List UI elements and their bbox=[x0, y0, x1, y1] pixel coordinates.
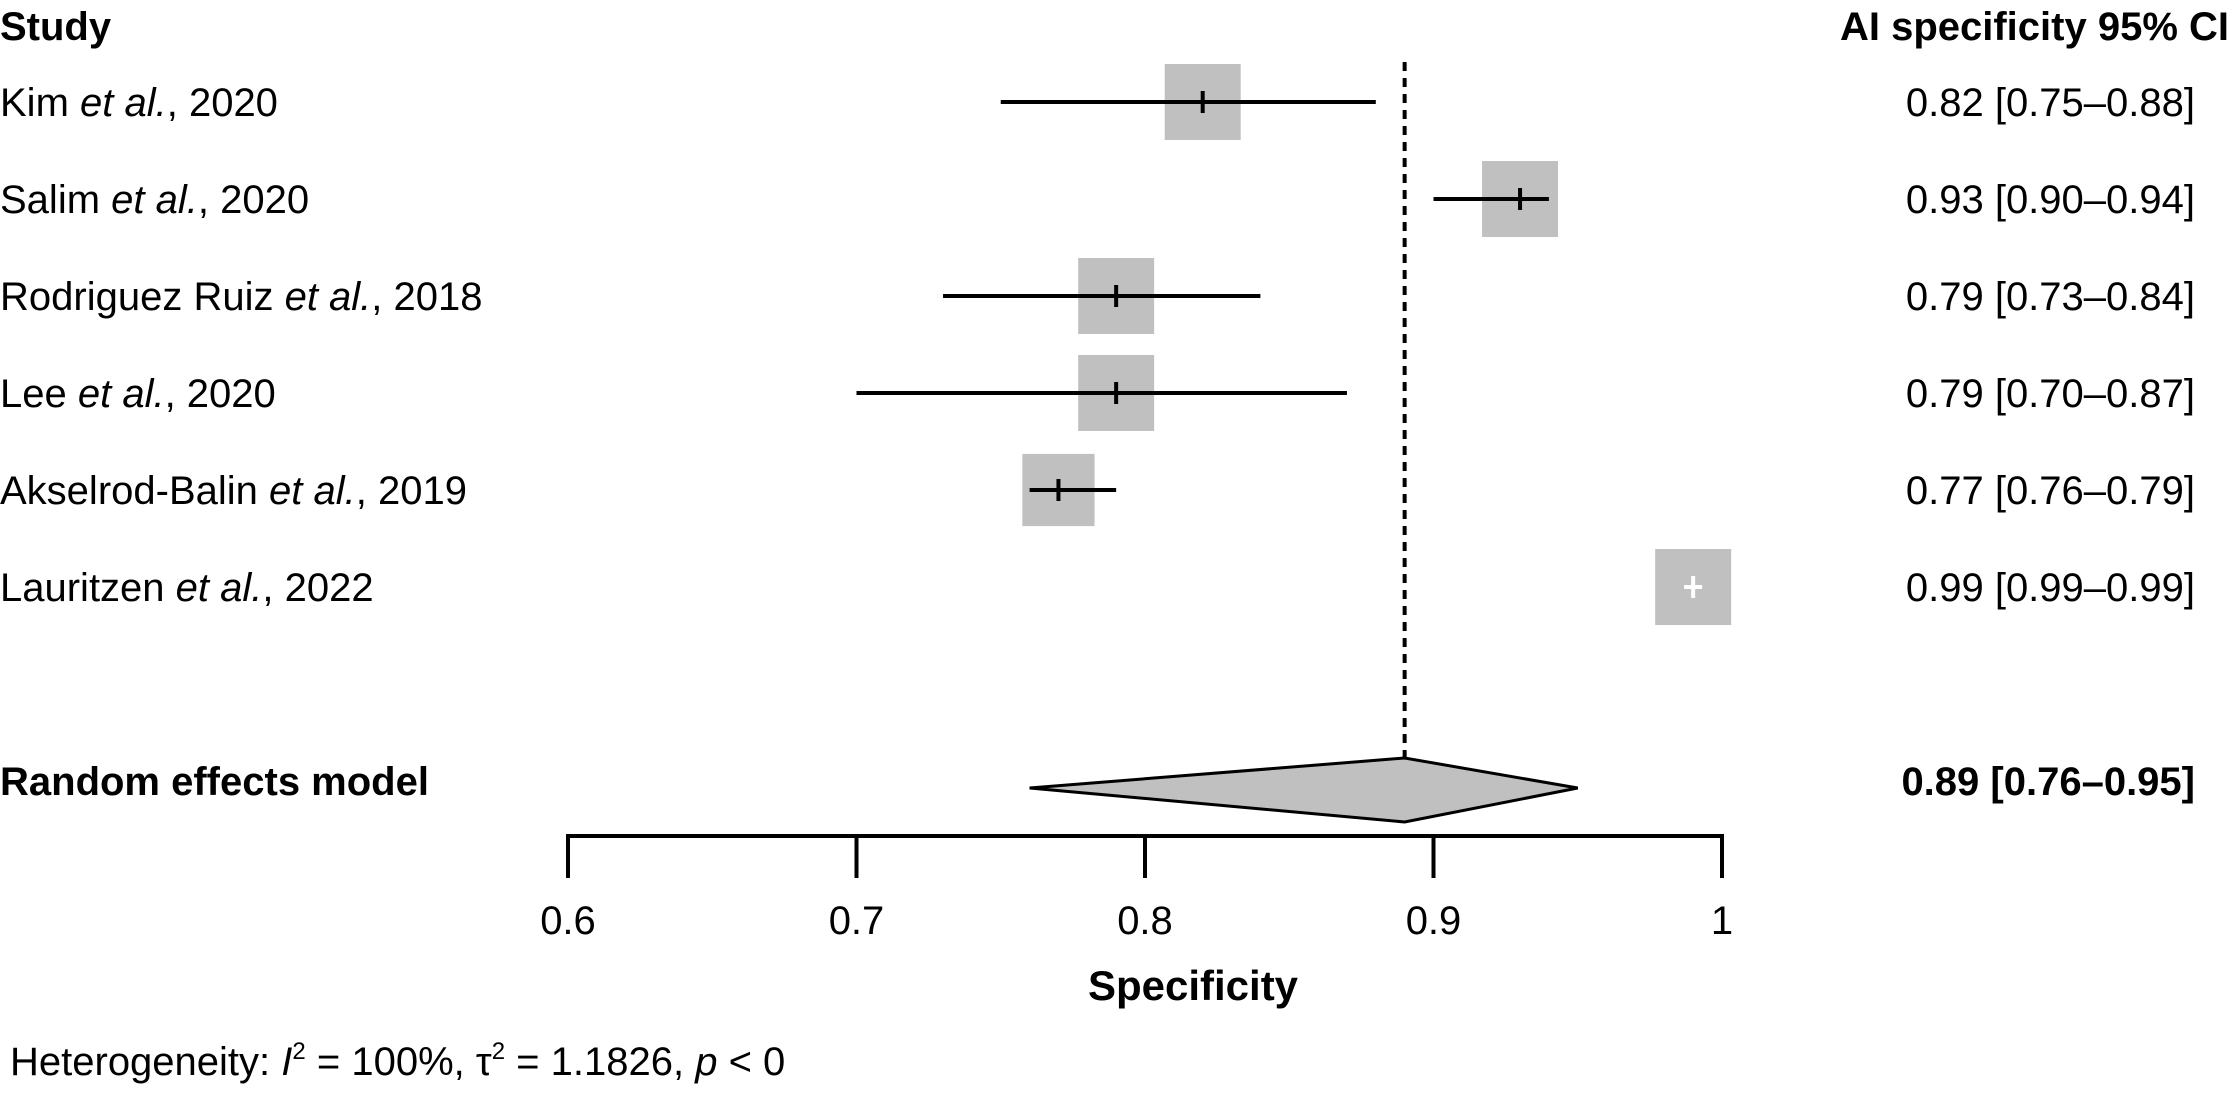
x-axis-label: Specificity bbox=[1088, 962, 1299, 1009]
study-year: , 2020 bbox=[198, 178, 309, 222]
study-column-header: Study bbox=[0, 5, 112, 49]
study-etal: et al. bbox=[80, 81, 167, 125]
tau-value: = 1.1826, bbox=[505, 1040, 695, 1084]
study-label: Kim et al., 2020 bbox=[0, 81, 278, 125]
estimate-column-header: AI specificity 95% CI bbox=[1840, 5, 2229, 49]
tau-superscript: 2 bbox=[492, 1038, 505, 1065]
study-ci-text: 0.99 [0.99–0.99] bbox=[1906, 566, 2195, 610]
study-etal: et al. bbox=[111, 178, 198, 222]
study-label: Salim et al., 2020 bbox=[0, 178, 309, 222]
i2-value: = 100%, bbox=[306, 1040, 476, 1084]
pooled-label: Random effects model bbox=[0, 760, 429, 804]
x-axis-tick-label: 0.6 bbox=[540, 899, 596, 943]
study-year: , 2018 bbox=[371, 275, 482, 319]
study-label: Rodriguez Ruiz et al., 2018 bbox=[0, 275, 483, 319]
study-row: Akselrod-Balin et al., 2019 0.77 [0.76–0.… bbox=[0, 453, 2195, 527]
study-row: Kim et al., 2020 0.82 [0.75–0.88] bbox=[0, 64, 2195, 140]
study-label: Lee et al., 2020 bbox=[0, 372, 276, 416]
study-row: Salim et al., 2020 0.93 [0.90–0.94] bbox=[0, 161, 2195, 237]
study-year: , 2020 bbox=[167, 81, 278, 125]
p-symbol: p bbox=[694, 1040, 717, 1084]
x-axis-tick-label: 0.8 bbox=[1117, 899, 1173, 943]
x-axis-tick-label: 0.7 bbox=[829, 899, 885, 943]
study-row: Lee et al., 2020 0.79 [0.70–0.87] bbox=[0, 355, 2195, 431]
study-author: Kim bbox=[0, 81, 80, 125]
i2-symbol: I bbox=[281, 1040, 292, 1084]
study-ci-text: 0.79 [0.70–0.87] bbox=[1906, 372, 2195, 416]
study-label: Lauritzen et al., 2022 bbox=[0, 566, 374, 610]
study-etal: et al. bbox=[269, 469, 356, 513]
study-author: Rodriguez Ruiz bbox=[0, 275, 285, 319]
study-etal: et al. bbox=[285, 275, 372, 319]
study-row: Rodriguez Ruiz et al., 2018 0.79 [0.73–0.… bbox=[0, 258, 2195, 334]
study-year: , 2022 bbox=[262, 566, 373, 610]
heterogeneity-text: Heterogeneity: I2 = 100%, τ2 = 1.1826, p… bbox=[10, 1038, 785, 1084]
i2-superscript: 2 bbox=[292, 1038, 305, 1065]
study-ci-text: 0.77 [0.76–0.79] bbox=[1906, 469, 2195, 513]
study-author: Lauritzen bbox=[0, 566, 176, 610]
pooled-diamond bbox=[1029, 756, 1579, 824]
pooled-ci-text: 0.89 [0.76–0.95] bbox=[1901, 760, 2195, 804]
heterogeneity-prefix: Heterogeneity: bbox=[10, 1040, 281, 1084]
x-axis-tick-label: 0.9 bbox=[1406, 899, 1462, 943]
study-author: Akselrod-Balin bbox=[0, 469, 269, 513]
study-row: Lauritzen et al., 2022 0.99 [0.99–0.99] bbox=[0, 549, 2195, 625]
study-etal: et al. bbox=[78, 372, 165, 416]
study-year: , 2019 bbox=[356, 469, 467, 513]
study-label: Akselrod-Balin et al., 2019 bbox=[0, 469, 467, 513]
study-author: Lee bbox=[0, 372, 78, 416]
study-ci-text: 0.82 [0.75–0.88] bbox=[1906, 81, 2195, 125]
study-ci-text: 0.93 [0.90–0.94] bbox=[1906, 178, 2195, 222]
tau-symbol: τ bbox=[476, 1040, 492, 1084]
study-ci-text: 0.79 [0.73–0.84] bbox=[1906, 275, 2195, 319]
study-rows: Kim et al., 2020 0.82 [0.75–0.88]Salim et… bbox=[0, 64, 2195, 625]
study-etal: et al. bbox=[176, 566, 263, 610]
x-axis: 0.6 0.7 0.8 0.9 1 bbox=[540, 834, 1733, 943]
study-year: , 2020 bbox=[165, 372, 276, 416]
x-axis-tick-label: 1 bbox=[1711, 899, 1733, 943]
study-author: Salim bbox=[0, 178, 111, 222]
p-value: < 0 bbox=[717, 1040, 785, 1084]
